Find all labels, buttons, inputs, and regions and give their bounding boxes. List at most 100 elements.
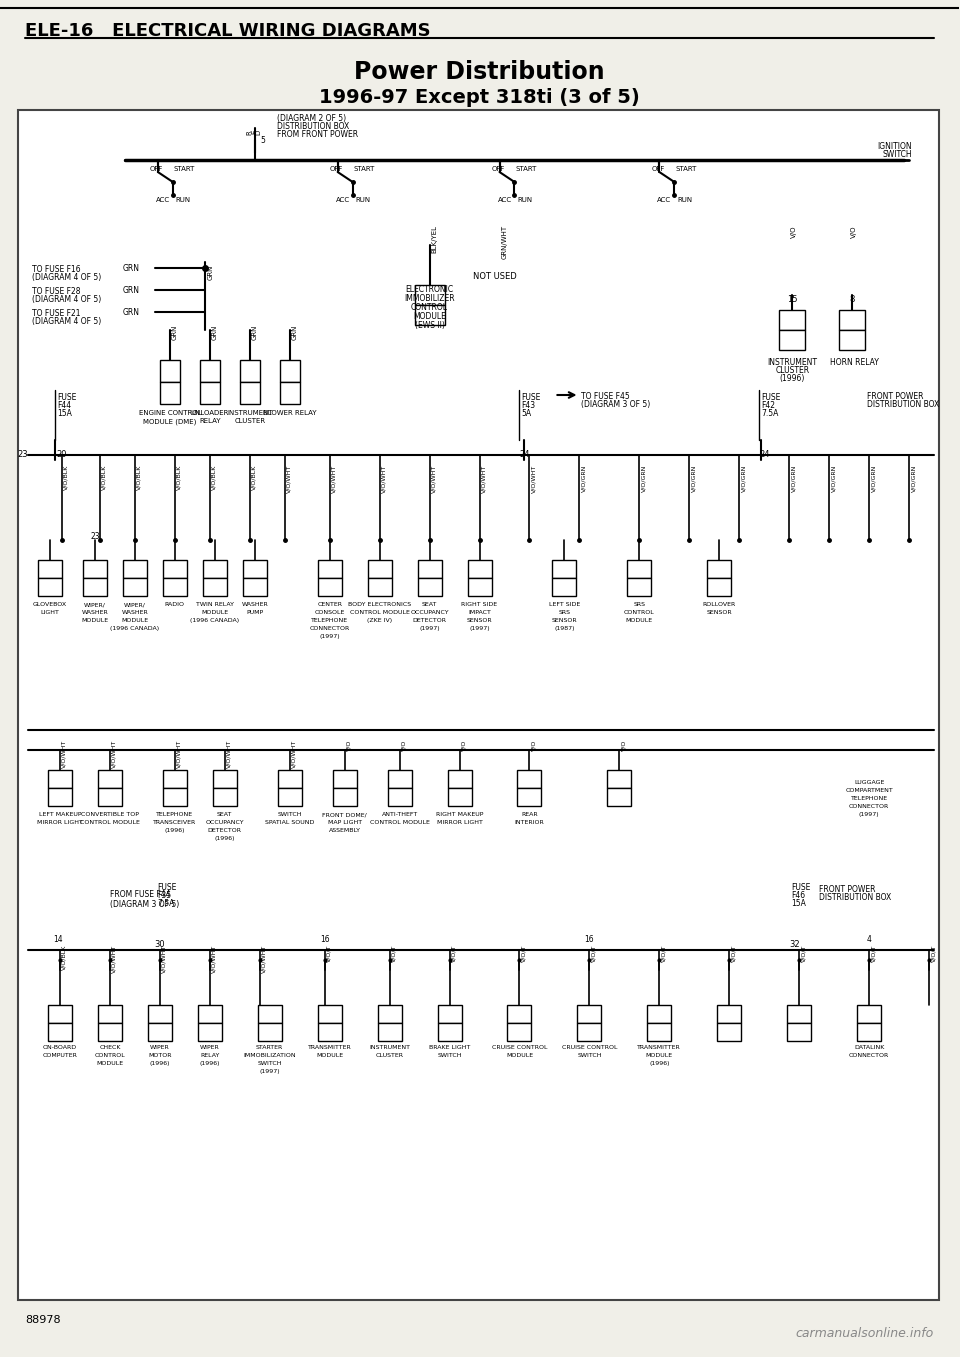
Text: SEAT: SEAT [217,811,232,817]
Text: 16: 16 [585,935,594,944]
Text: PUMP: PUMP [246,611,263,615]
Text: CONTROL: CONTROL [411,303,448,312]
Bar [48,769,72,788]
Text: GLOVEBOX: GLOVEBOX [33,603,67,607]
Bar [468,560,492,578]
Text: (1996): (1996) [164,828,185,833]
Text: 15: 15 [787,294,798,304]
Bar [717,1006,741,1023]
Text: CONTROL: CONTROL [94,1053,125,1058]
Bar [628,578,651,596]
Text: V/O/GRN: V/O/GRN [741,465,746,493]
Text: Power Distribution: Power Distribution [354,60,605,84]
Bar [780,330,805,350]
Bar [839,330,865,350]
Text: MODULE: MODULE [506,1053,533,1058]
Text: TELEPHONE: TELEPHONE [851,797,888,801]
Text: TRANSMITTER: TRANSMITTER [637,1045,682,1050]
Text: UNLOADER: UNLOADER [191,410,229,417]
Bar [447,769,471,788]
Text: V/O/T: V/O/T [521,944,526,962]
Text: (1997): (1997) [420,626,440,631]
Text: CONSOLE: CONSOLE [315,611,345,615]
Text: OFF: OFF [329,166,343,172]
Text: ACC: ACC [658,197,671,204]
Text: V/O/BLK: V/O/BLK [64,465,69,490]
Bar [163,788,187,806]
Text: V/O/BLK: V/O/BLK [102,465,107,490]
Text: GRN: GRN [207,265,214,281]
Bar [418,560,442,578]
Text: V/O/WHT: V/O/WHT [62,740,67,768]
Text: V/O/BLK: V/O/BLK [212,465,217,490]
Bar [123,578,147,596]
Bar [279,360,300,383]
Text: WIPER: WIPER [200,1045,220,1050]
Text: GRN: GRN [292,324,298,341]
Text: ASSEMBLY: ASSEMBLY [328,828,361,833]
Text: TELEPHONE: TELEPHONE [156,811,193,817]
Text: OCCUPANCY: OCCUPANCY [205,820,244,825]
Text: 5: 5 [261,136,266,145]
Text: SWITCH: SWITCH [438,1053,462,1058]
Text: START: START [174,166,195,172]
Text: WASHER: WASHER [82,611,108,615]
Text: 15A: 15A [57,408,72,418]
Text: F46: F46 [791,892,805,900]
Text: V/O/WHT: V/O/WHT [112,944,117,973]
Bar [577,1006,601,1023]
Text: OCCUPANCY: OCCUPANCY [410,611,449,615]
Text: MODULE: MODULE [121,617,149,623]
Text: MODULE: MODULE [96,1061,124,1067]
Text: CONTROL MODULE: CONTROL MODULE [80,820,140,825]
Bar [115,140,914,246]
Text: LIGHT: LIGHT [40,611,60,615]
Text: V/O/WHT: V/O/WHT [212,944,217,973]
Text: CONTROL MODULE: CONTROL MODULE [370,820,429,825]
Bar [717,1023,741,1041]
Text: BLOWER RELAY: BLOWER RELAY [263,410,317,417]
Text: CENTER: CENTER [317,603,342,607]
Text: ELE-16   ELECTRICAL WIRING DIAGRAMS: ELE-16 ELECTRICAL WIRING DIAGRAMS [25,22,431,39]
Text: carmanualsonline.info: carmanualsonline.info [796,1327,934,1339]
Text: DISTRIBUTION BOX: DISTRIBUTION BOX [819,893,892,902]
Text: V/O: V/O [791,225,797,237]
Bar [787,1006,811,1023]
Text: GRN: GRN [123,308,140,316]
Text: OFF: OFF [150,166,163,172]
Text: SENSOR: SENSOR [552,617,577,623]
Text: V/O/WHT: V/O/WHT [262,944,267,973]
Text: V/O: V/O [462,740,467,752]
Text: 24: 24 [759,451,770,459]
Text: SEAT: SEAT [421,603,437,607]
Bar [200,360,220,383]
Text: CLUSTER: CLUSTER [234,418,265,423]
Bar [198,1023,222,1041]
Text: (1997): (1997) [469,626,490,631]
Text: RUN: RUN [517,197,533,204]
Text: ROLLOVER: ROLLOVER [703,603,736,607]
Text: (EWS II): (EWS II) [415,322,444,330]
Text: 5A: 5A [521,408,532,418]
Text: STARTER: STARTER [256,1045,283,1050]
Text: OFF: OFF [651,166,664,172]
Text: CONTROL: CONTROL [624,611,655,615]
Text: FRONT POWER: FRONT POWER [867,392,924,402]
Bar [163,578,187,596]
Bar [213,769,237,788]
Bar [243,578,267,596]
Text: V/O/T: V/O/T [732,944,736,962]
Text: NOT USED: NOT USED [472,271,516,281]
Bar [22,389,936,440]
Text: GRN: GRN [252,324,257,341]
Bar [508,1023,532,1041]
Text: (1997): (1997) [859,811,879,817]
Text: RELAY: RELAY [200,1053,220,1058]
Text: FUSE: FUSE [156,883,177,892]
Text: HORN RELAY: HORN RELAY [829,358,878,366]
Bar [415,305,444,324]
Text: V/O: V/O [347,740,351,752]
Text: V/O/BLK: V/O/BLK [252,465,256,490]
Text: 23: 23 [17,451,28,459]
Bar [163,769,187,788]
